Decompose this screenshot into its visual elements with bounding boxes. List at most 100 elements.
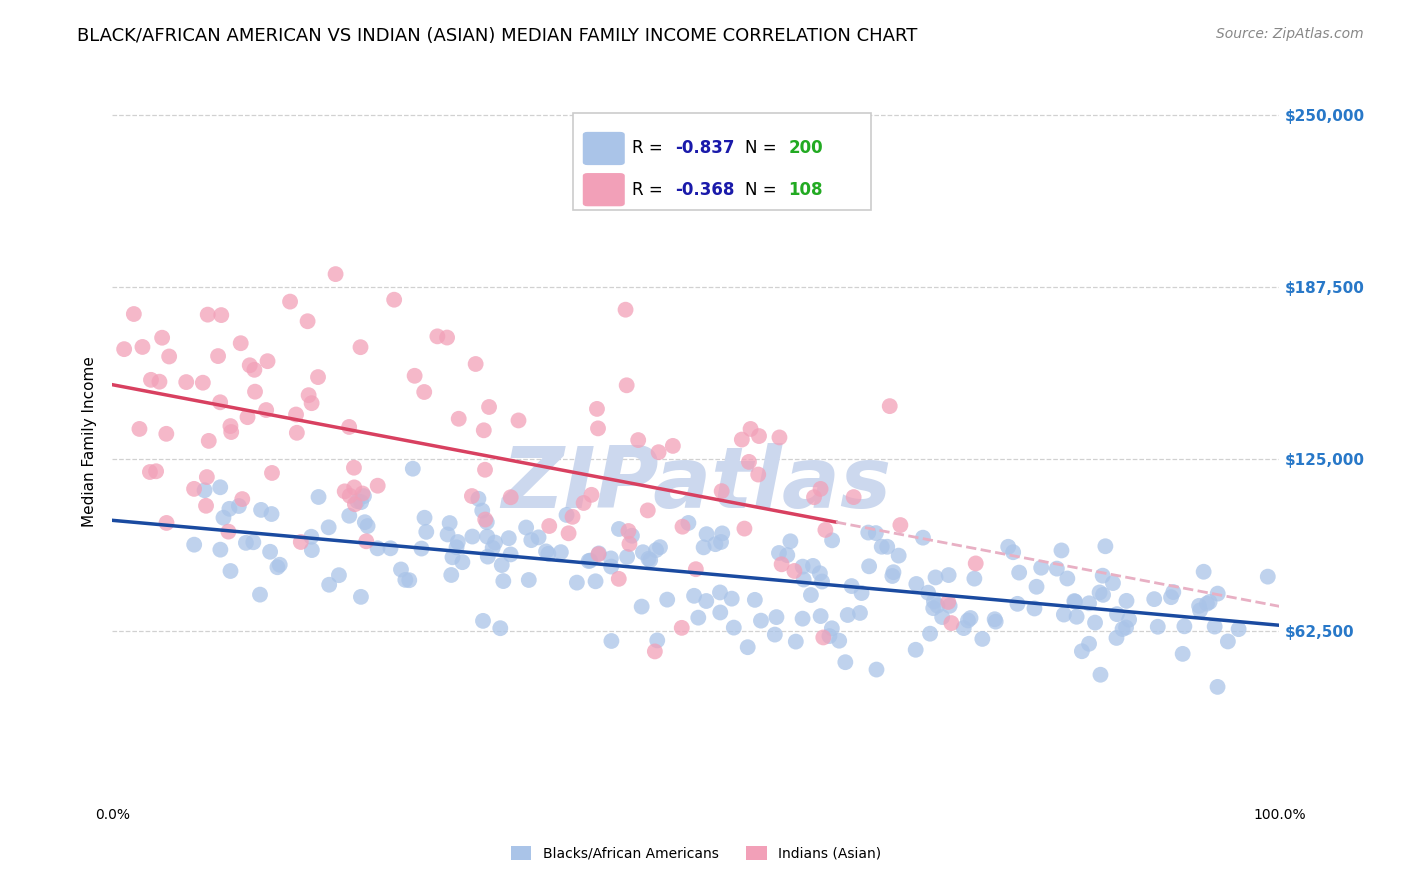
Point bbox=[131, 340, 153, 354]
Point bbox=[851, 586, 873, 600]
Point bbox=[821, 621, 844, 635]
Point bbox=[489, 621, 512, 635]
Point bbox=[588, 546, 610, 560]
Point bbox=[1115, 620, 1137, 634]
Point bbox=[733, 522, 755, 536]
Point bbox=[333, 484, 356, 499]
Point bbox=[382, 293, 405, 307]
Point bbox=[917, 585, 939, 599]
Point bbox=[984, 615, 1007, 629]
Text: -0.837: -0.837 bbox=[675, 139, 734, 158]
Point bbox=[219, 425, 242, 439]
Point bbox=[645, 633, 668, 648]
Point bbox=[997, 540, 1019, 554]
Point bbox=[157, 350, 180, 364]
Point bbox=[865, 663, 887, 677]
Point bbox=[849, 606, 872, 620]
Point bbox=[644, 644, 666, 658]
Point bbox=[343, 497, 366, 511]
Point bbox=[197, 308, 219, 322]
Point bbox=[858, 559, 880, 574]
Point bbox=[834, 655, 856, 669]
Point bbox=[517, 573, 540, 587]
Point bbox=[882, 569, 904, 583]
Point bbox=[197, 434, 219, 448]
Point bbox=[617, 524, 640, 538]
Point bbox=[477, 549, 499, 564]
Point bbox=[1163, 585, 1185, 599]
Point bbox=[195, 499, 218, 513]
Point bbox=[307, 370, 329, 384]
Point bbox=[249, 588, 271, 602]
Point bbox=[499, 548, 522, 562]
Point bbox=[515, 520, 537, 534]
Point bbox=[145, 464, 167, 478]
Point bbox=[905, 577, 928, 591]
Point bbox=[740, 422, 762, 436]
Point bbox=[477, 530, 499, 544]
Point bbox=[367, 541, 389, 556]
Point bbox=[821, 533, 844, 548]
Point bbox=[1088, 585, 1111, 599]
Point bbox=[763, 627, 786, 641]
Point bbox=[1160, 590, 1182, 604]
Point bbox=[607, 572, 630, 586]
Point bbox=[1206, 586, 1229, 600]
Point bbox=[228, 499, 250, 513]
Point bbox=[811, 574, 834, 589]
Point bbox=[709, 606, 731, 620]
Point bbox=[298, 388, 321, 402]
Point bbox=[1050, 543, 1073, 558]
Point bbox=[550, 545, 572, 559]
Point bbox=[301, 543, 323, 558]
Point bbox=[260, 507, 283, 521]
Point bbox=[709, 585, 731, 599]
Point bbox=[112, 342, 135, 356]
Text: 200: 200 bbox=[789, 139, 823, 158]
Point bbox=[236, 410, 259, 425]
Point bbox=[481, 541, 503, 555]
Point bbox=[534, 544, 557, 558]
Point bbox=[956, 614, 979, 628]
Point bbox=[285, 425, 308, 440]
Point bbox=[865, 526, 887, 541]
Point bbox=[647, 445, 669, 459]
Point bbox=[637, 503, 659, 517]
Point bbox=[337, 420, 360, 434]
Point bbox=[471, 503, 494, 517]
FancyBboxPatch shape bbox=[574, 112, 872, 211]
Point bbox=[499, 490, 522, 504]
Text: N =: N = bbox=[745, 139, 782, 158]
Text: BLACK/AFRICAN AMERICAN VS INDIAN (ASIAN) MEDIAN FAMILY INCOME CORRELATION CHART: BLACK/AFRICAN AMERICAN VS INDIAN (ASIAN)… bbox=[77, 27, 918, 45]
Point bbox=[209, 308, 232, 322]
Point bbox=[882, 565, 904, 579]
Point bbox=[1066, 609, 1088, 624]
Point bbox=[572, 496, 595, 510]
Point bbox=[578, 554, 600, 568]
Text: ZIPatlas: ZIPatlas bbox=[501, 443, 891, 526]
Point bbox=[678, 516, 700, 530]
Point bbox=[918, 626, 941, 640]
Point bbox=[889, 518, 911, 533]
Point bbox=[174, 375, 197, 389]
Point bbox=[645, 543, 668, 558]
Point bbox=[413, 384, 436, 399]
Point bbox=[398, 573, 420, 587]
Point bbox=[627, 433, 650, 447]
Point bbox=[904, 642, 927, 657]
Point bbox=[472, 614, 495, 628]
FancyBboxPatch shape bbox=[582, 173, 624, 206]
Point bbox=[231, 492, 253, 507]
Point bbox=[744, 592, 766, 607]
Point bbox=[328, 568, 350, 582]
Point bbox=[461, 489, 484, 503]
Point bbox=[207, 349, 229, 363]
Point bbox=[801, 558, 824, 573]
Point bbox=[599, 551, 621, 566]
Point bbox=[212, 510, 235, 524]
Point bbox=[842, 490, 865, 504]
Text: R =: R = bbox=[631, 181, 668, 199]
Text: R =: R = bbox=[631, 139, 668, 158]
Point bbox=[1188, 599, 1211, 613]
Point bbox=[447, 411, 470, 425]
